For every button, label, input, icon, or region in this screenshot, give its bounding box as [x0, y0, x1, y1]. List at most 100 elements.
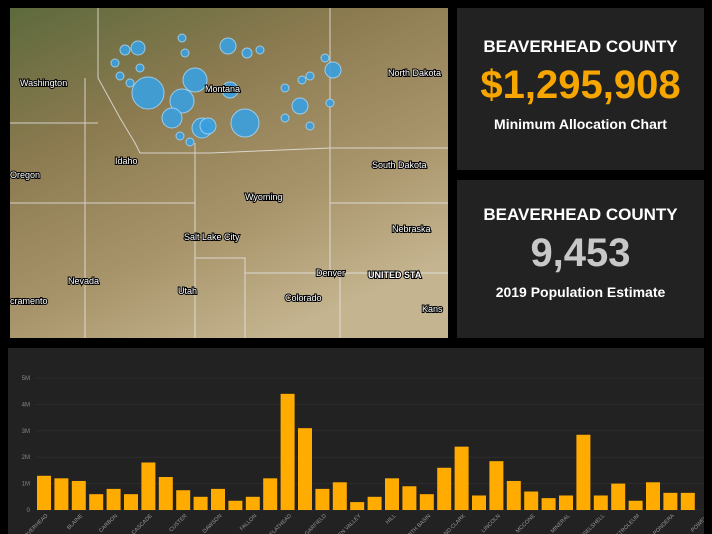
card-value: 9,453 [530, 231, 631, 275]
map-marker [199, 117, 217, 135]
bar [489, 461, 504, 510]
map-label: Nevada [68, 276, 99, 286]
x-tick-label: LEWIS AND CLARK [428, 513, 468, 534]
map-label: Oregon [10, 170, 40, 180]
map-marker [131, 76, 165, 110]
map-marker [280, 83, 290, 93]
y-tick-label: 1M [22, 482, 30, 488]
bar [193, 496, 208, 510]
card-caption: 2019 Population Estimate [495, 284, 666, 300]
y-tick-label: 2M [22, 455, 30, 461]
bar [315, 488, 330, 510]
bar [663, 492, 678, 510]
map-marker [169, 88, 195, 114]
card-title: BEAVERHEAD COUNTY [483, 205, 678, 224]
allocation-card: BEAVERHEAD COUNTY $1,295,908 Minimum All… [457, 8, 704, 170]
x-tick-label: BLAINE [66, 513, 84, 531]
map-label: Idaho [115, 156, 138, 166]
y-tick-label: 4M [22, 402, 30, 408]
x-tick-label: PETROLEUM [613, 513, 642, 534]
bar [211, 488, 225, 510]
map-marker [320, 53, 330, 63]
x-tick-label: POWELL [690, 513, 704, 533]
chart-panel: 0 1M 2M 3M 4M 5M BEAVERHEAD BLAINE CARBON CASCADE… [8, 348, 704, 534]
bar [437, 467, 452, 510]
map-label: cramento [10, 296, 48, 306]
bar [559, 495, 573, 510]
bar [280, 393, 295, 510]
bar [593, 495, 608, 510]
map-marker [255, 45, 265, 55]
bar [367, 496, 382, 510]
map-marker [325, 98, 335, 108]
x-tick-label: JUDITH BASIN [401, 513, 432, 534]
bar [176, 490, 191, 510]
map-marker [230, 108, 260, 138]
bar [245, 496, 260, 510]
map-marker [291, 97, 309, 115]
bar [402, 486, 417, 510]
map-marker [305, 71, 315, 81]
map-marker [115, 71, 125, 81]
x-tick-label: GOLDEN VALLEY [326, 513, 362, 534]
map-background [10, 8, 448, 338]
map-marker [119, 44, 131, 56]
state-borders [10, 8, 448, 338]
map-label: Utah [178, 286, 197, 296]
map-label: Washington [20, 78, 67, 88]
x-tick-label: PONDERA [652, 513, 676, 534]
chart: 0 1M 2M 3M 4M 5M BEAVERHEAD BLAINE CARBON CASCADE… [19, 376, 704, 534]
bar [158, 477, 173, 510]
bar [385, 478, 399, 510]
bar [89, 494, 104, 510]
bar [298, 428, 312, 510]
bar [541, 498, 556, 510]
x-tick-label: HILL [385, 513, 397, 525]
bar [680, 492, 695, 510]
map-marker [185, 137, 195, 147]
bar [71, 480, 86, 510]
y-tick-label: 3M [22, 429, 30, 435]
y-tick-label: 0 [27, 508, 31, 514]
map-marker [219, 37, 237, 55]
map-label: UNITED STA [368, 270, 422, 280]
x-tick-label: CARBON [98, 513, 119, 534]
bar [350, 502, 365, 510]
map-marker [221, 81, 239, 99]
card-title: BEAVERHEAD COUNTY [483, 37, 678, 56]
x-tick-label: MCCONE [515, 513, 537, 534]
map-label: Denver [316, 268, 345, 278]
bar [419, 494, 434, 510]
x-tick-label: DAWSON [202, 513, 224, 534]
bar [332, 482, 347, 510]
map[interactable]: Washington Montana North Dakota Idaho Oregon… [10, 8, 448, 338]
bar [628, 500, 643, 510]
population-card: BEAVERHEAD COUNTY 9,453 2019 Population … [457, 180, 704, 338]
map-label: North Dakota [388, 68, 441, 78]
x-tick-label: LINCOLN [481, 513, 502, 534]
bar [37, 475, 51, 510]
map-label: South Dakota [372, 160, 427, 170]
x-tick-label: MUSSELSHELL [574, 513, 607, 534]
bar [141, 462, 156, 510]
bar [454, 446, 469, 510]
map-label: Wyoming [245, 192, 282, 202]
card-caption: Minimum Allocation Chart [494, 116, 667, 132]
bar [524, 491, 539, 510]
x-tick-label: CUSTER [168, 513, 188, 533]
map-marker [110, 58, 120, 68]
map-marker [125, 78, 135, 88]
map-marker [241, 47, 253, 59]
map-marker [175, 131, 185, 141]
map-label: Colorado [285, 293, 322, 303]
bar [576, 434, 591, 510]
x-tick-label: FLATHEAD [269, 513, 293, 534]
map-marker [305, 121, 315, 131]
bar [54, 478, 69, 510]
x-tick-label: BEAVERHEAD [19, 513, 50, 534]
map-marker [182, 67, 208, 93]
map-label: Salt Lake City [184, 232, 240, 242]
map-marker [177, 33, 187, 43]
x-tick-label: MINERAL [550, 513, 572, 534]
y-tick-label: 5M [22, 376, 30, 382]
